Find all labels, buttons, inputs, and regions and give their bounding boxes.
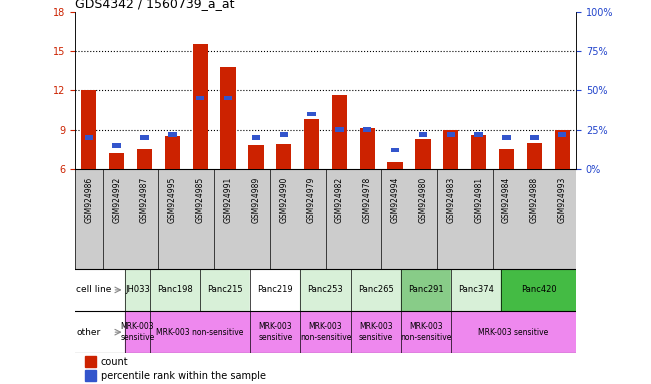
Bar — [555, 129, 570, 169]
Text: count: count — [101, 357, 128, 367]
Bar — [359, 128, 375, 169]
Bar — [471, 135, 486, 169]
Text: GSM924995: GSM924995 — [168, 177, 177, 223]
Text: MRK-003
sensitive: MRK-003 sensitive — [359, 322, 393, 342]
Text: GSM924986: GSM924986 — [84, 177, 93, 223]
Bar — [137, 149, 152, 169]
Bar — [125, 269, 150, 311]
Bar — [193, 44, 208, 169]
Bar — [387, 162, 403, 169]
Bar — [221, 67, 236, 169]
Text: GSM924985: GSM924985 — [196, 177, 204, 223]
Bar — [350, 311, 400, 353]
Text: GSM924984: GSM924984 — [502, 177, 511, 223]
Bar — [499, 149, 514, 169]
Text: GSM924979: GSM924979 — [307, 177, 316, 223]
Bar — [248, 146, 264, 169]
Bar — [401, 269, 451, 311]
Bar — [85, 356, 96, 367]
Bar — [125, 311, 150, 353]
Bar — [391, 148, 399, 152]
Text: GSM924989: GSM924989 — [251, 177, 260, 223]
Bar — [350, 269, 400, 311]
Text: MRK-003
non-sensitive: MRK-003 non-sensitive — [400, 322, 451, 342]
Text: GSM924990: GSM924990 — [279, 177, 288, 223]
Text: Panc374: Panc374 — [458, 285, 494, 295]
Bar — [304, 119, 319, 169]
Text: other: other — [76, 328, 100, 337]
Text: GSM924994: GSM924994 — [391, 177, 400, 223]
Text: Panc198: Panc198 — [158, 285, 193, 295]
Text: GSM924978: GSM924978 — [363, 177, 372, 223]
Bar — [150, 269, 201, 311]
Bar — [527, 143, 542, 169]
Bar — [558, 132, 566, 137]
Bar — [250, 311, 301, 353]
Bar — [503, 135, 511, 140]
Text: cell line: cell line — [76, 285, 111, 295]
Text: Panc291: Panc291 — [408, 285, 443, 295]
Text: GSM924988: GSM924988 — [530, 177, 539, 223]
Text: MRK-003
sensitive: MRK-003 sensitive — [120, 322, 155, 342]
Bar — [224, 96, 232, 100]
Text: GSM924987: GSM924987 — [140, 177, 149, 223]
Bar — [450, 269, 501, 311]
Text: GSM924991: GSM924991 — [223, 177, 232, 223]
Bar — [279, 132, 288, 137]
Text: percentile rank within the sample: percentile rank within the sample — [101, 371, 266, 381]
Text: Panc219: Panc219 — [258, 285, 293, 295]
Text: MRK-003
sensitive: MRK-003 sensitive — [258, 322, 292, 342]
Bar — [450, 311, 576, 353]
Bar — [165, 136, 180, 169]
Bar — [443, 129, 458, 169]
Text: JH033: JH033 — [125, 285, 150, 295]
Text: GSM924980: GSM924980 — [419, 177, 428, 223]
Text: MRK-003 sensitive: MRK-003 sensitive — [478, 328, 549, 337]
Text: GSM924982: GSM924982 — [335, 177, 344, 223]
Bar — [335, 127, 344, 132]
Bar — [419, 132, 427, 137]
Bar — [201, 269, 250, 311]
Bar — [168, 132, 176, 137]
Bar — [501, 269, 576, 311]
Text: MRK-003 non-sensitive: MRK-003 non-sensitive — [156, 328, 244, 337]
Text: Panc420: Panc420 — [521, 285, 557, 295]
Bar — [150, 311, 250, 353]
Text: GDS4342 / 1560739_a_at: GDS4342 / 1560739_a_at — [75, 0, 234, 10]
Bar — [113, 143, 121, 147]
Bar — [363, 127, 372, 132]
Text: Panc215: Panc215 — [208, 285, 243, 295]
Bar — [301, 269, 351, 311]
Bar — [252, 135, 260, 140]
Text: Panc265: Panc265 — [358, 285, 393, 295]
Text: MRK-003
non-sensitive: MRK-003 non-sensitive — [300, 322, 351, 342]
Text: GSM924993: GSM924993 — [558, 177, 567, 223]
Bar — [276, 144, 292, 169]
Bar — [415, 139, 430, 169]
Bar — [250, 269, 301, 311]
Text: GSM924983: GSM924983 — [447, 177, 455, 223]
Text: GSM924981: GSM924981 — [474, 177, 483, 223]
Bar — [447, 132, 455, 137]
Bar — [109, 153, 124, 169]
Text: GSM924992: GSM924992 — [112, 177, 121, 223]
Bar — [85, 135, 93, 140]
Bar — [530, 135, 538, 140]
Bar — [81, 90, 96, 169]
Bar — [85, 370, 96, 381]
Bar — [196, 96, 204, 100]
Bar — [307, 112, 316, 116]
Bar — [401, 311, 451, 353]
Bar — [332, 96, 347, 169]
Bar — [301, 311, 351, 353]
Text: Panc253: Panc253 — [308, 285, 343, 295]
Bar — [475, 132, 483, 137]
Bar — [140, 135, 148, 140]
